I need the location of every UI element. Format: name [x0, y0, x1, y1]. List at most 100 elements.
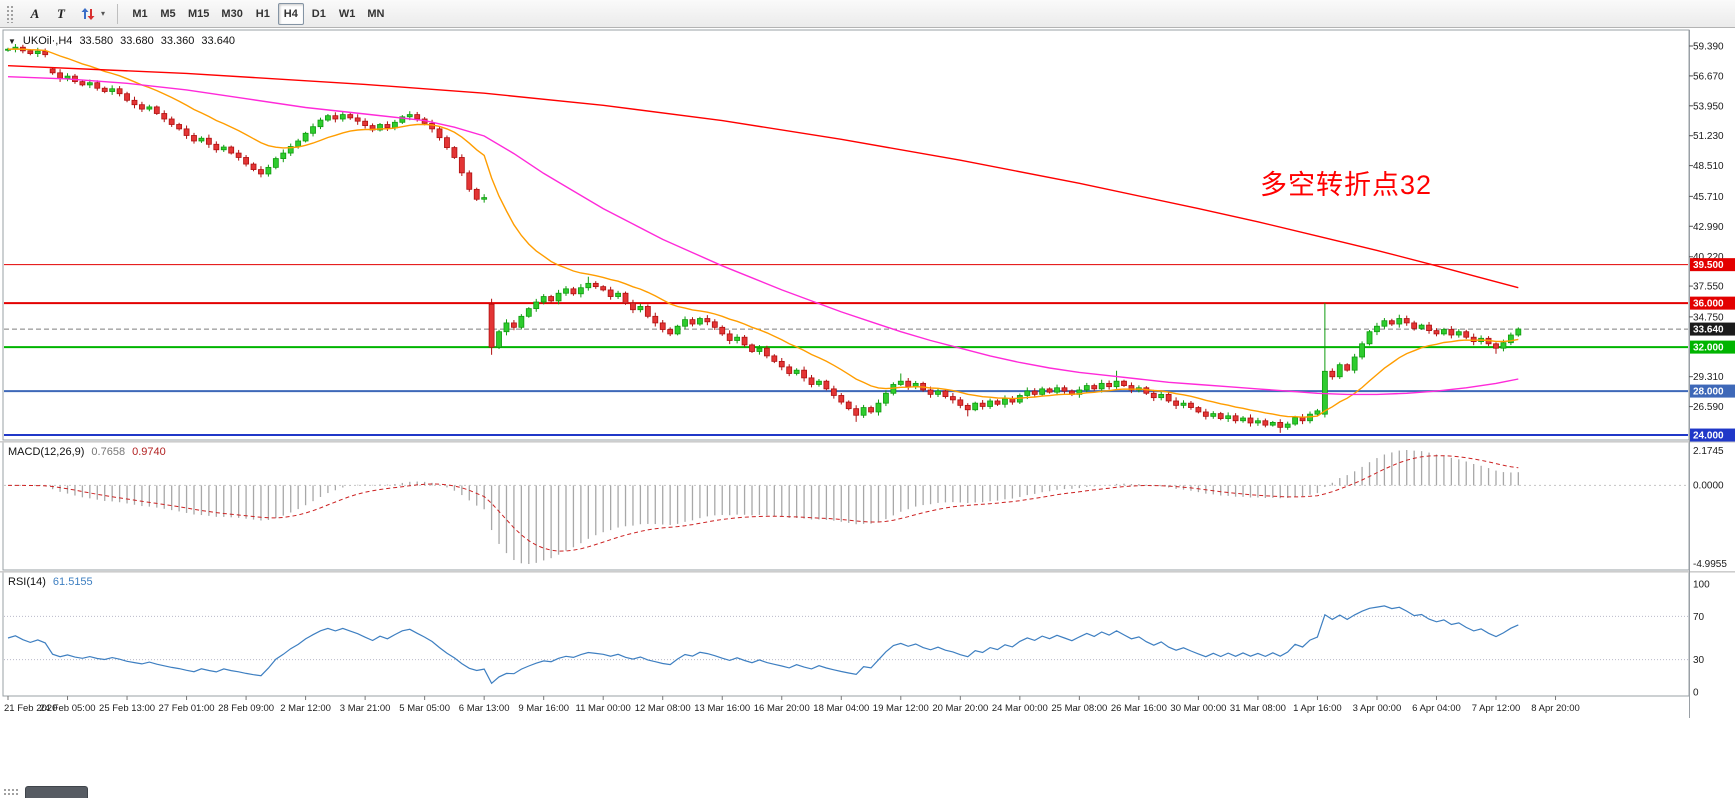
candle-body — [741, 336, 748, 346]
price-axis-label: 40.220 — [1693, 252, 1724, 263]
candle-body — [1091, 385, 1098, 390]
candle-body — [942, 390, 949, 397]
svg-text:39.500: 39.500 — [1693, 260, 1724, 271]
candle-body — [1381, 320, 1388, 327]
ma-line-fast — [7, 48, 1519, 418]
candle-body — [1128, 385, 1135, 391]
candle-body — [1262, 420, 1269, 426]
macd-histogram — [14, 450, 1519, 564]
candle-body — [682, 319, 688, 327]
candle-body — [34, 50, 41, 54]
candle-body — [1321, 370, 1328, 415]
candle-body — [1426, 324, 1432, 332]
chart-tab[interactable] — [25, 786, 88, 798]
candle-body — [1366, 331, 1373, 345]
tab-bar-grip[interactable] — [3, 788, 18, 797]
candle-body — [116, 88, 123, 95]
candle-body — [339, 114, 346, 120]
time-axis-label: 31 Mar 08:00 — [1230, 703, 1286, 714]
timeframe-h1-button[interactable]: H1 — [250, 3, 276, 25]
candle-body — [191, 135, 197, 142]
time-axis-label: 3 Apr 00:00 — [1353, 703, 1402, 714]
macd-scale-label: -4.9955 — [1693, 559, 1727, 570]
candle-body — [265, 166, 272, 175]
candle-body — [667, 329, 674, 335]
svg-text:28.000: 28.000 — [1693, 387, 1724, 398]
price-axis-label: 34.750 — [1693, 312, 1724, 323]
candle-body — [1299, 417, 1306, 422]
candle-body — [458, 157, 465, 174]
svg-text:24.000: 24.000 — [1693, 431, 1724, 442]
text-label-button[interactable]: T — [49, 3, 73, 25]
candle-body — [570, 288, 577, 295]
chart-area[interactable]: 59.390 56.670 53.950 51.230 48.510 45.710 42.9… — [0, 28, 1735, 720]
time-axis-label: 21 Feb 2020 — [4, 703, 57, 714]
candle-body — [1344, 364, 1351, 371]
candle-body — [429, 122, 435, 130]
candle-body — [1314, 410, 1321, 415]
timeframe-m1-button[interactable]: M1 — [127, 3, 153, 25]
candle-body — [1448, 329, 1455, 336]
candle-body — [1351, 356, 1358, 371]
panel-splitter[interactable] — [0, 571, 1735, 573]
rsi-panel[interactable] — [2, 571, 1690, 697]
candle-body — [503, 322, 510, 333]
arrows-tool-button[interactable] — [75, 3, 101, 25]
time-axis-label: 24 Feb 05:00 — [40, 703, 96, 714]
time-axis-label: 26 Mar 16:00 — [1111, 703, 1167, 714]
candle-body — [272, 158, 279, 168]
candle-body — [704, 318, 711, 323]
panel-splitter[interactable] — [0, 441, 1735, 443]
timeframe-h4-button[interactable]: H4 — [277, 2, 304, 25]
candle-body — [1039, 388, 1046, 395]
timeframe-w1-button[interactable]: W1 — [334, 3, 361, 25]
dropdown-caret-icon[interactable]: ▾ — [101, 9, 106, 18]
candle-body — [1210, 413, 1217, 417]
candle-body — [243, 157, 249, 165]
candle-body — [496, 331, 502, 348]
candle-body — [1359, 343, 1365, 358]
candle-body — [689, 319, 696, 325]
candle-body — [1411, 322, 1418, 329]
candle-body — [1336, 364, 1343, 378]
time-axis-strip[interactable] — [0, 696, 1735, 718]
arrows-icon — [81, 7, 95, 20]
chart-canvas[interactable]: 59.390 56.670 53.950 51.230 48.510 45.710 42.9… — [0, 28, 1735, 720]
price-tag: 33.640 — [1690, 322, 1735, 336]
candle-body — [749, 344, 755, 352]
candle-body — [183, 128, 190, 136]
candle-body — [1225, 415, 1232, 419]
candle-body — [719, 326, 726, 335]
collapse-triangle-icon[interactable]: ▼ — [8, 36, 16, 46]
candle-body — [1158, 393, 1165, 399]
candle-body — [659, 322, 666, 330]
candle-body — [295, 140, 302, 147]
candle-body — [1240, 417, 1246, 422]
candle-body — [1329, 370, 1336, 378]
candle-body — [391, 121, 398, 129]
candle-body — [763, 347, 770, 357]
candle-body — [79, 81, 86, 86]
candle-body — [1165, 393, 1172, 402]
timeframe-m30-button[interactable]: M30 — [216, 3, 247, 25]
price-axis-label: 37.550 — [1693, 282, 1724, 293]
ma-line-slow — [7, 65, 1519, 289]
timeframe-m5-button[interactable]: M5 — [155, 3, 181, 25]
candle-body — [1195, 407, 1202, 413]
main-panel[interactable] — [2, 29, 1690, 441]
candle-body — [1232, 415, 1239, 422]
text-annotation-button[interactable]: A — [23, 3, 47, 25]
time-axis-label: 7 Apr 12:00 — [1472, 703, 1521, 714]
timeframe-mn-button[interactable]: MN — [362, 3, 389, 25]
candle-body — [153, 106, 160, 114]
timeframe-d1-button[interactable]: D1 — [306, 3, 332, 25]
candle-body — [622, 292, 629, 304]
candle-body — [1269, 422, 1276, 426]
time-axis-label: 25 Feb 13:00 — [99, 703, 155, 714]
timeframe-m15-button[interactable]: M15 — [183, 3, 214, 25]
toolbar-grip-handle[interactable] — [6, 4, 15, 23]
candle-body — [615, 292, 621, 297]
candle-body — [1284, 423, 1291, 428]
candle-body — [451, 147, 458, 158]
annotation-text[interactable]: 多空转折点32 — [1260, 170, 1433, 200]
